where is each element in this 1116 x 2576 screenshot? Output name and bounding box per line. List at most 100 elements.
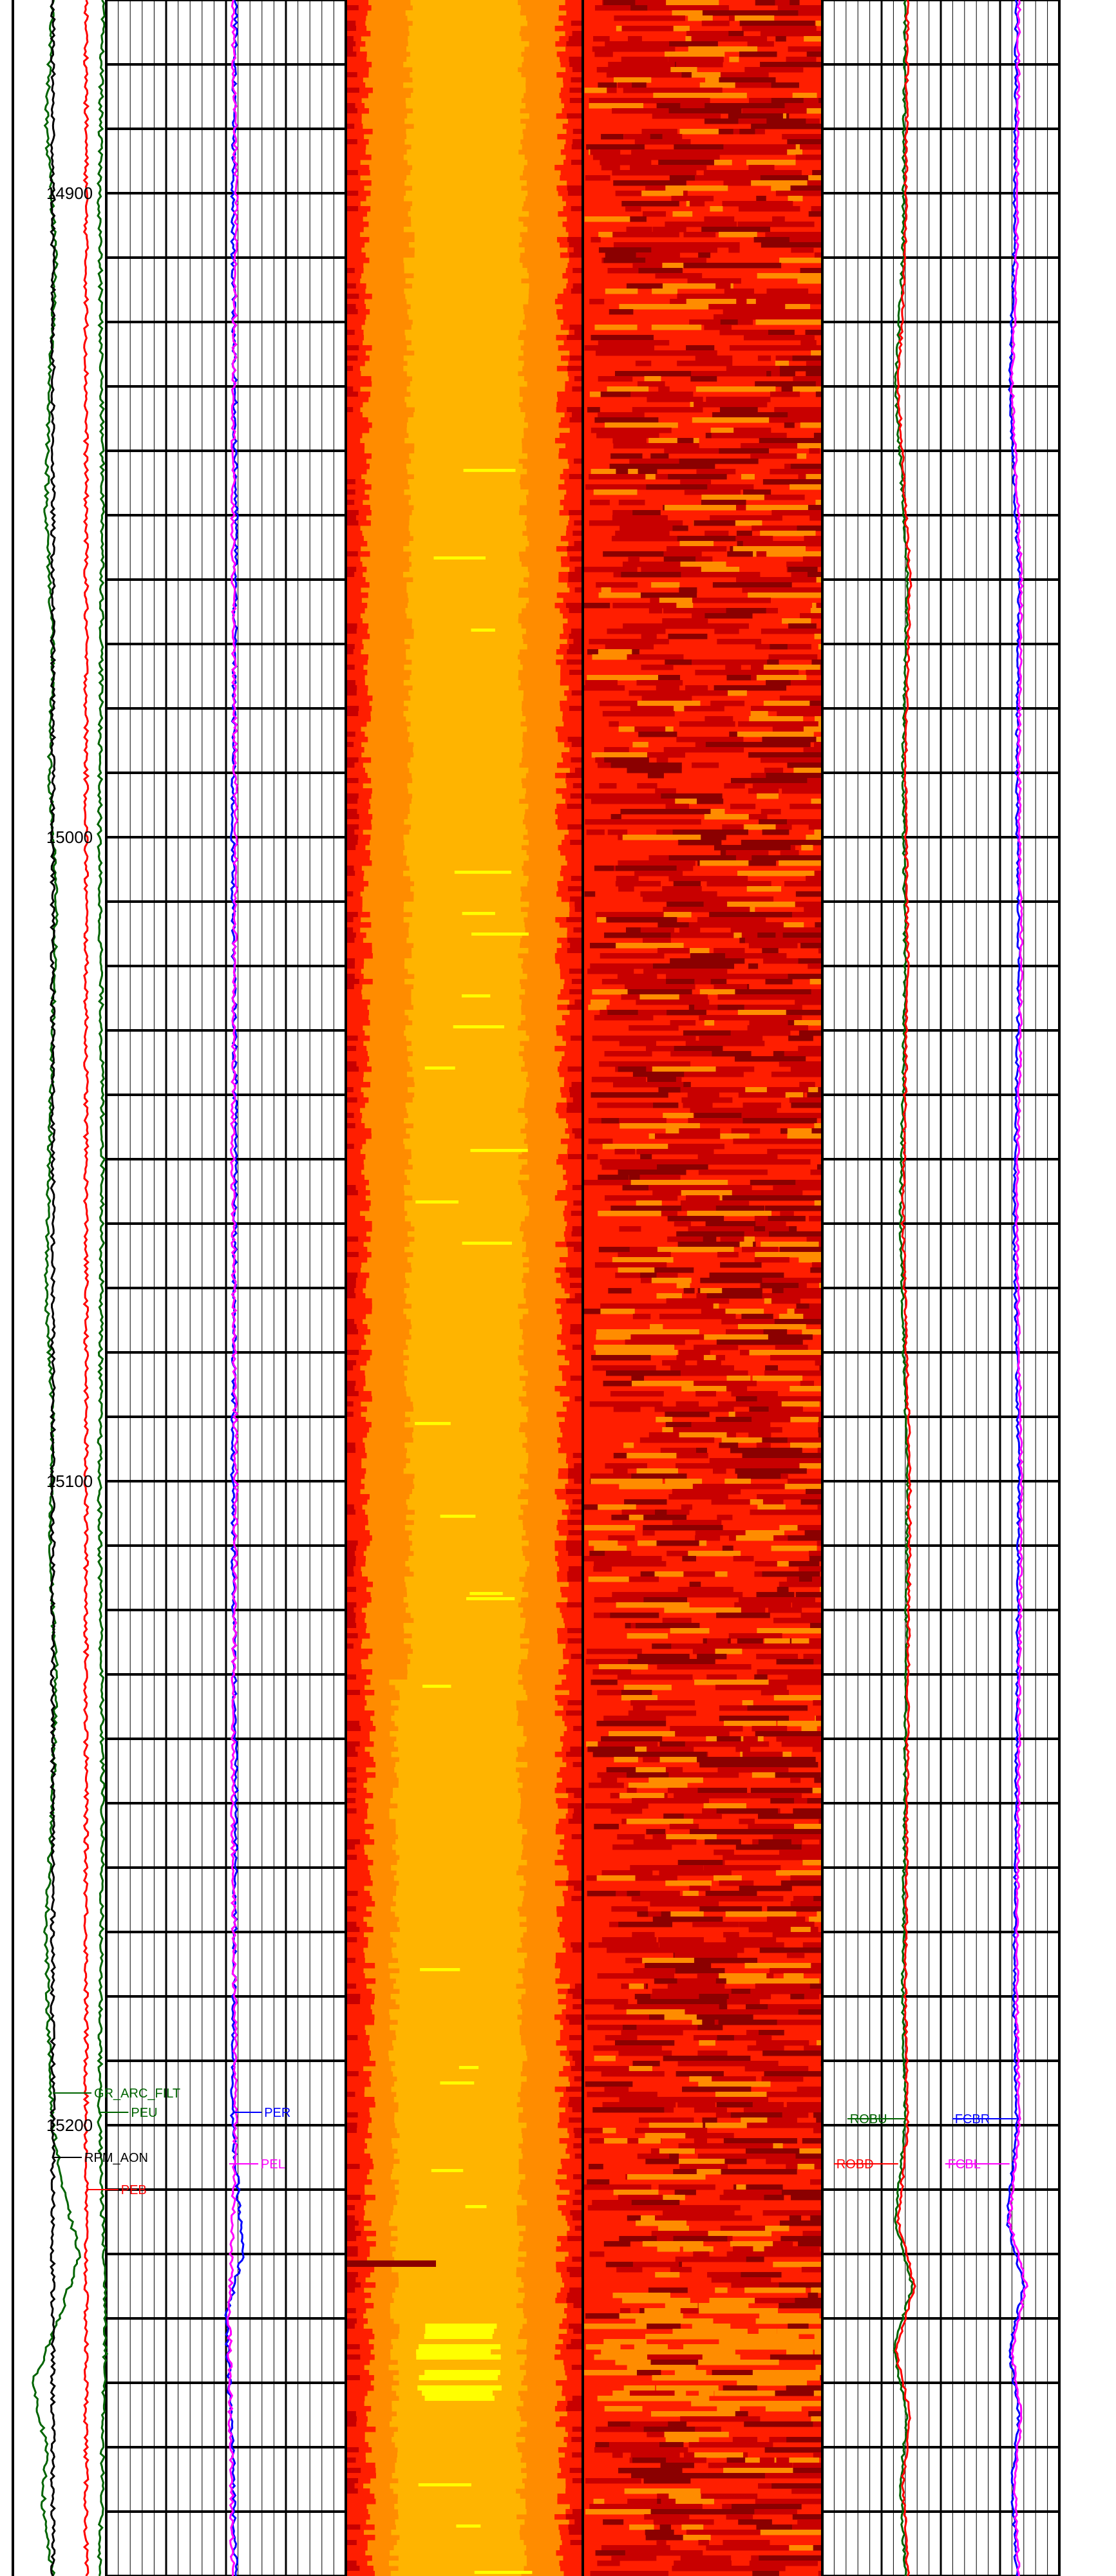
heat-cell (559, 93, 583, 99)
heat-cell (411, 93, 524, 99)
heat-cell (574, 1293, 583, 1299)
heat-cell (413, 1123, 525, 1129)
heat-cell (750, 1788, 813, 1794)
heat-cell (630, 2421, 668, 2427)
heat-cell (732, 1159, 811, 1165)
heat-cell (399, 2004, 521, 2010)
heat-cell (614, 2004, 685, 2010)
heat-cell (556, 2246, 583, 2252)
heat-cell (793, 1808, 822, 1814)
heat-cell (346, 1520, 368, 1526)
heat-cell (731, 1211, 772, 1217)
heat-cell (346, 1798, 356, 1804)
heat-cell (667, 1236, 703, 1242)
heat-cell (465, 2205, 487, 2208)
heat-cell (748, 788, 779, 794)
heat-cell (413, 747, 522, 753)
heat-cell (569, 242, 583, 248)
heat-cell (782, 134, 822, 140)
heat-cell (659, 2524, 671, 2530)
heat-cell (628, 1659, 670, 1665)
heat-cell (628, 556, 640, 562)
heat-cell (567, 1571, 583, 1577)
heat-cell (390, 2241, 520, 2247)
heat-cell (567, 113, 583, 119)
heat-cell (346, 340, 363, 346)
heat-cell (629, 2524, 654, 2530)
heat-cell (596, 1350, 625, 1356)
heat-cell (391, 2066, 523, 2072)
heat-cell (346, 1705, 365, 1711)
heat-cell (800, 1901, 822, 1907)
heat-cell (604, 2406, 643, 2412)
heat-cell (767, 742, 811, 748)
heat-cell (749, 1108, 777, 1113)
heat-cell (814, 2164, 822, 2170)
heat-cell (346, 1633, 358, 1639)
heat-cell (775, 191, 822, 196)
heat-cell (560, 536, 583, 542)
heat-cell (800, 943, 822, 949)
heat-cell (618, 2468, 683, 2474)
heat-cell (787, 762, 822, 768)
heat-cell (655, 2272, 680, 2278)
heat-cell (677, 1860, 723, 1866)
heat-cell (801, 1726, 817, 1732)
heat-cell (346, 1350, 359, 1356)
heat-cell (817, 5, 822, 11)
heat-cell (571, 21, 583, 26)
heat-cell (558, 397, 583, 402)
heat-cell (346, 1628, 366, 1634)
heat-cell (346, 912, 358, 918)
heat-cell (756, 1654, 799, 1660)
heat-cell (688, 1118, 754, 1124)
heat-cell (704, 118, 762, 124)
heat-cell (814, 829, 822, 835)
heat-cell (764, 768, 784, 773)
heat-cell (346, 665, 355, 670)
heat-cell (726, 366, 795, 372)
heat-cell (709, 397, 771, 402)
heat-cell (571, 144, 583, 150)
heat-cell (610, 1391, 664, 1397)
heat-cell (399, 2159, 519, 2164)
heat-cell (789, 2215, 802, 2221)
heat-cell (632, 2447, 672, 2453)
heat-cell (784, 2339, 822, 2345)
heat-cell (567, 1180, 583, 1186)
heat-cell (605, 2313, 683, 2319)
heat-cell (669, 2154, 679, 2159)
heat-cell (632, 1932, 655, 1938)
heat-cell (585, 2081, 624, 2087)
heat-cell (559, 1319, 583, 1325)
heat-cell (757, 659, 779, 665)
heat-cell (346, 1597, 372, 1603)
heat-cell (749, 2282, 769, 2288)
heat-cell (346, 969, 361, 974)
heat-cell (406, 582, 529, 588)
heat-cell (558, 1999, 583, 2005)
heat-cell (788, 1314, 822, 1320)
heat-cell (739, 1242, 753, 1247)
heat-cell (612, 1257, 674, 1263)
heat-cell (346, 644, 355, 650)
heat-cell (566, 2298, 583, 2304)
heat-cell (621, 572, 681, 578)
heat-cell (745, 1530, 784, 1536)
heat-cell (758, 2483, 770, 2489)
heat-cell (748, 943, 798, 949)
heat-cell (725, 1911, 797, 1917)
heat-cell (397, 2427, 520, 2432)
heat-cell (391, 1865, 519, 1871)
heat-cell (346, 2313, 364, 2319)
heat-cell (724, 2334, 799, 2340)
heat-cell (346, 201, 361, 207)
heat-cell (566, 1535, 583, 1541)
heat-cell (411, 659, 520, 665)
heat-cell (346, 706, 359, 712)
heat-cell (570, 793, 583, 799)
heat-cell (346, 845, 356, 851)
heat-cell (398, 2514, 517, 2520)
heat-cell (572, 139, 583, 145)
heat-cell (691, 2401, 764, 2407)
